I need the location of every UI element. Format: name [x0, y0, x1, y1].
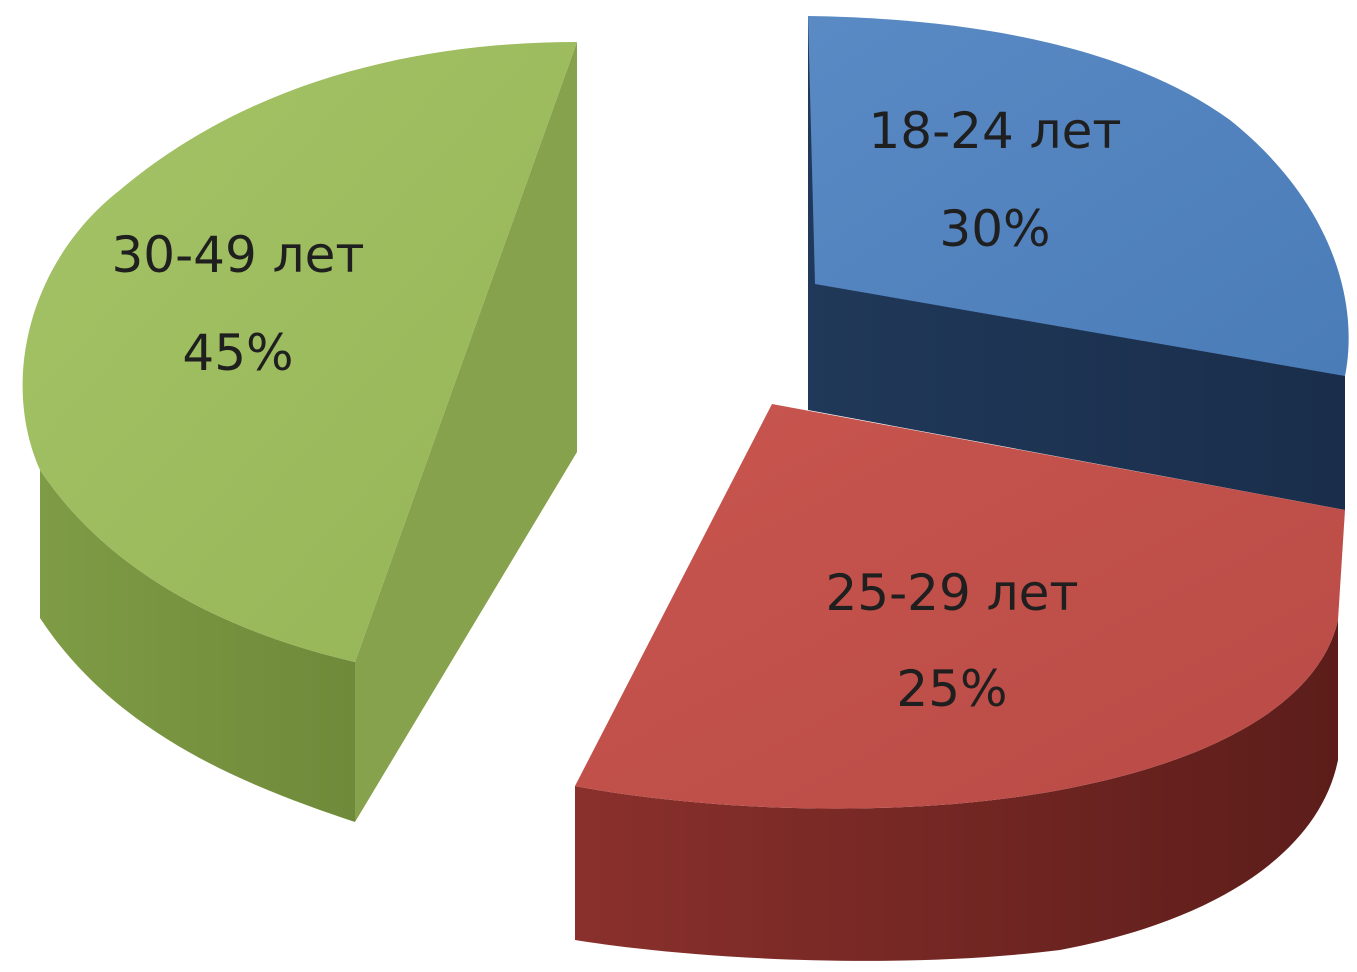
- label-25-29-value: 25%: [896, 660, 1007, 718]
- slice-25-29: [575, 404, 1345, 961]
- label-30-49-value: 45%: [182, 324, 293, 382]
- slice-30-49-side-outer: [40, 470, 355, 822]
- slice-30-49-side-cut: [355, 42, 577, 822]
- slice-25-29-side-outer: [575, 620, 1338, 961]
- slice-18-24-top: [808, 16, 1349, 376]
- label-18-24-value: 30%: [939, 200, 1050, 258]
- label-30-49-category: 30-49 лет: [111, 226, 364, 284]
- label-18-24-category: 18-24 лет: [868, 102, 1121, 160]
- slice-18-24: [808, 16, 1349, 510]
- slice-25-29-top: [575, 404, 1345, 809]
- slice-30-49: [22, 42, 578, 822]
- label-25-29-category: 25-29 лет: [825, 564, 1078, 622]
- slice-30-49-top: [22, 42, 578, 662]
